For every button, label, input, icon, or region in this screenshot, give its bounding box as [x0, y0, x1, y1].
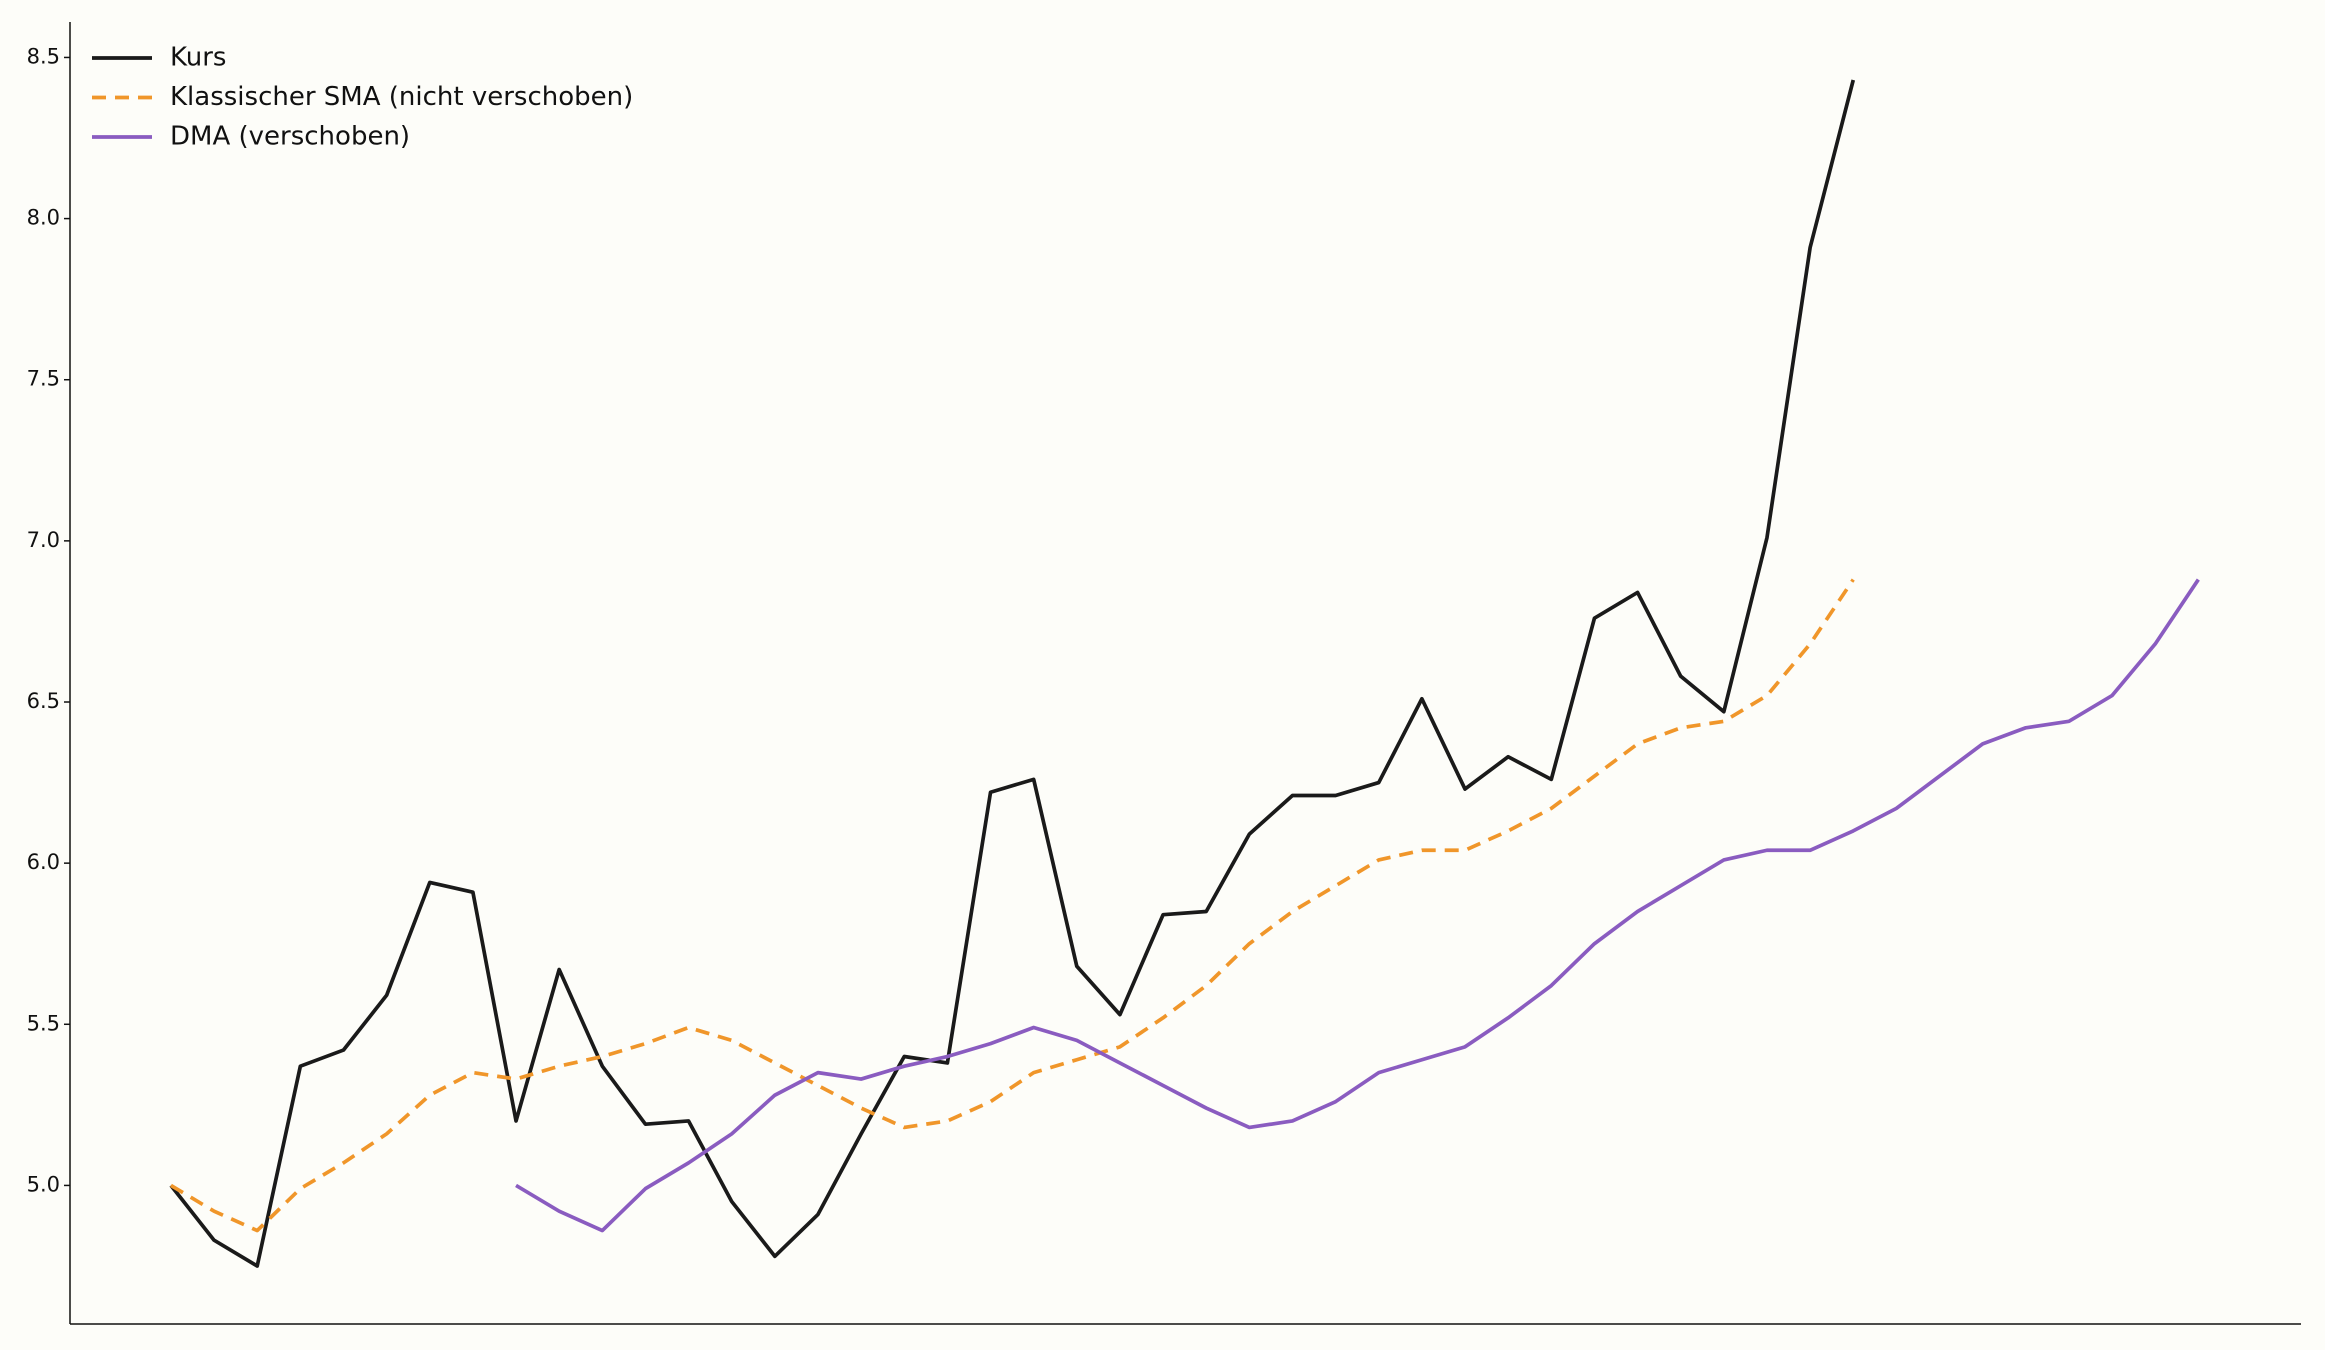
- y-tick-label: 5.0: [27, 1172, 60, 1196]
- y-tick-label: 7.0: [27, 528, 60, 552]
- y-tick-label: 6.0: [27, 850, 60, 874]
- series-line: [515, 578, 2200, 1233]
- series-line: [169, 578, 1855, 1233]
- legend-label: DMA (verschoben): [170, 122, 410, 152]
- y-tick-label: 8.0: [27, 206, 60, 230]
- legend-label: Klassischer SMA (nicht verschoben): [170, 82, 633, 112]
- y-tick-label: 5.5: [27, 1011, 60, 1035]
- y-tick-label: 7.5: [27, 367, 60, 391]
- y-tick-label: 8.5: [27, 44, 60, 68]
- y-tick-label: 6.5: [27, 689, 60, 713]
- series-line: [169, 79, 1856, 1268]
- legend-label: Kurs: [170, 43, 226, 73]
